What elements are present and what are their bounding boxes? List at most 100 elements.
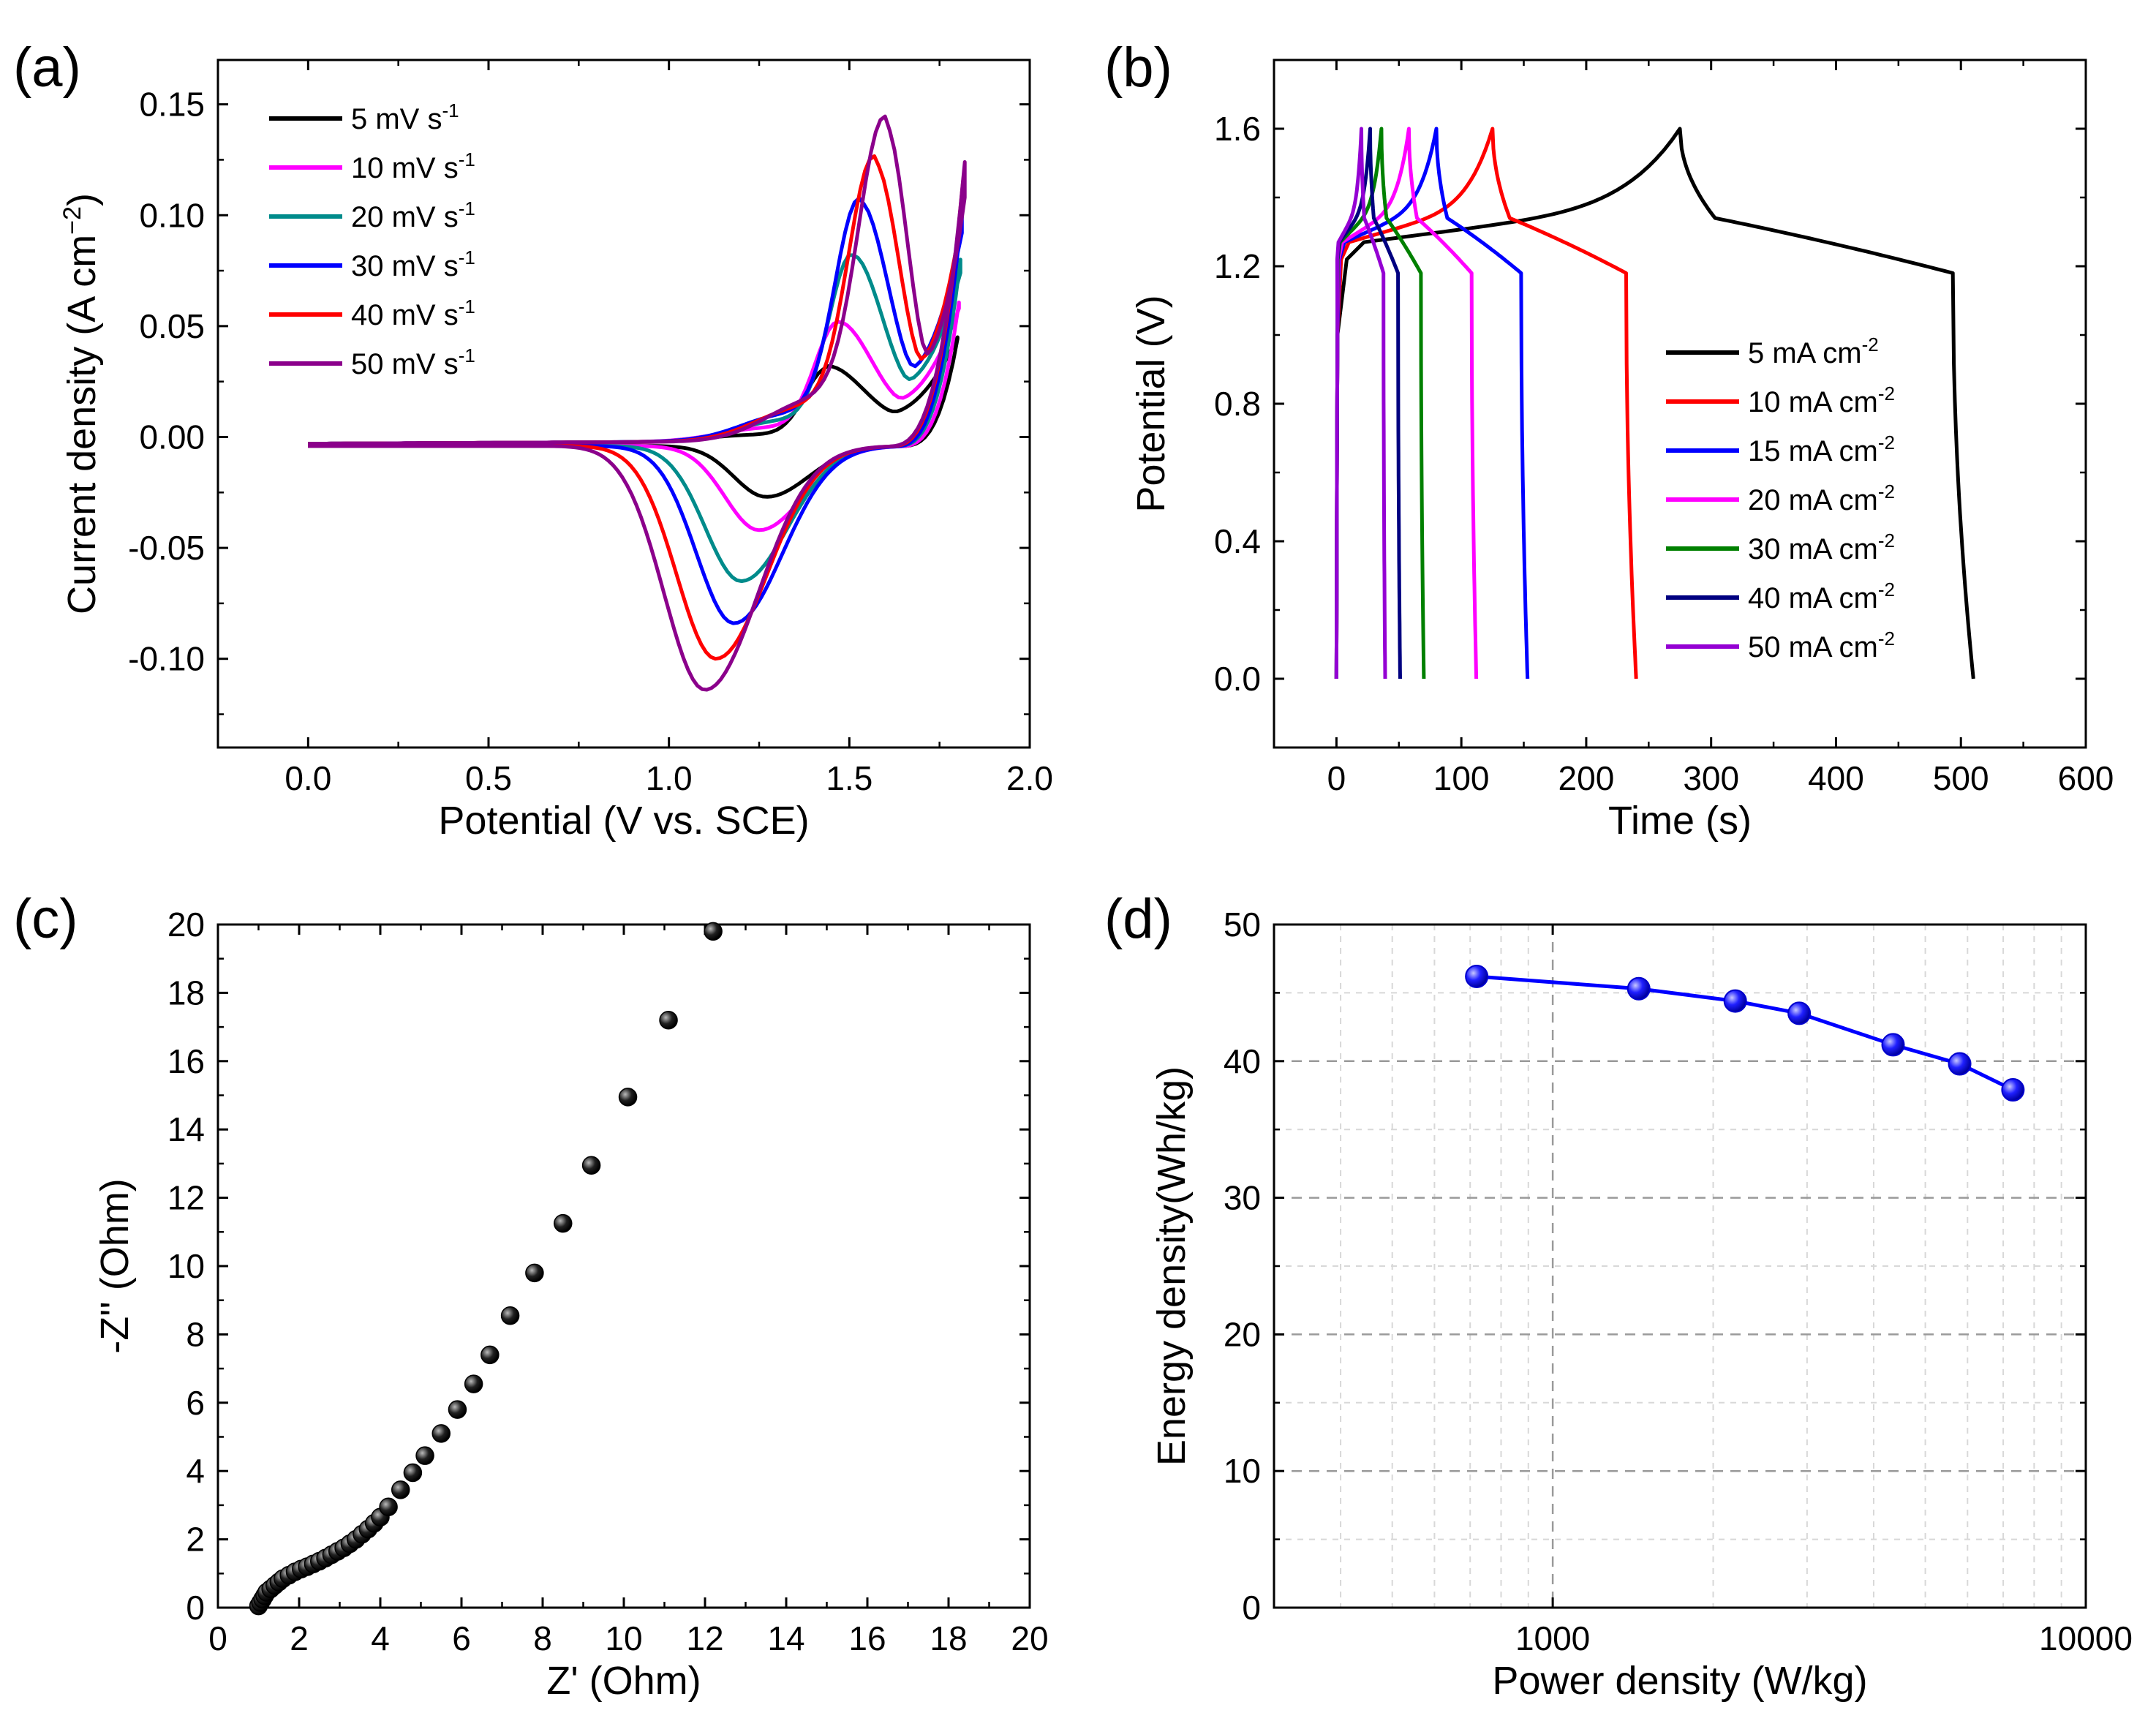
gcd-curve-40-mA-cm	[1334, 127, 1402, 679]
legend-label-a: 10 mV s-1	[351, 148, 475, 184]
ragone-point	[1627, 976, 1651, 1001]
legend-label-b: 20 mA cm-2	[1748, 481, 1895, 516]
nyquist-point	[659, 1011, 678, 1030]
x-tick-label-c: 18	[930, 1619, 967, 1657]
x-tick-label-c: 8	[533, 1619, 552, 1657]
x-tick-label-b: 100	[1433, 759, 1490, 797]
x-tick-label-d: 10000	[2039, 1619, 2133, 1657]
panel-a-cv-chart: 0.0 0.5 1.0 1.5 2.0 0.15 0.10 0.05 0.00 -0.05 -0.1…	[59, 59, 1053, 843]
x-tick-label-a: 1.5	[826, 759, 872, 797]
y-tick-label-a: 0.05	[139, 307, 205, 345]
legend-label-a: 30 mV s-1	[351, 246, 475, 282]
y-tick-label-a: 0.15	[139, 86, 205, 124]
nyquist-point	[618, 1088, 638, 1107]
x-tick-label-a: 1.0	[646, 759, 693, 797]
legend-label-a: 5 mV s-1	[351, 99, 459, 135]
y-tick-label-c: 12	[167, 1179, 205, 1217]
x-tick-label-c: 0	[208, 1619, 227, 1657]
ragone-point	[2001, 1078, 2025, 1102]
x-tick-label-c: 6	[452, 1619, 471, 1657]
nyquist-point	[525, 1263, 544, 1283]
nyquist-point	[415, 1446, 434, 1465]
y-tick-label-c: 10	[167, 1247, 205, 1285]
y-tick-label-d: 20	[1224, 1315, 1261, 1353]
plot-frame-c	[216, 923, 1031, 1609]
legend-label-b: 5 mA cm-2	[1748, 334, 1879, 369]
x-axis-label-a: Potential (V vs. SCE)	[438, 799, 809, 843]
y-tick-label-c: 6	[186, 1384, 205, 1422]
y-tick-label-d: 10	[1224, 1452, 1261, 1490]
x-axis-label-c: Z' (Ohm)	[546, 1659, 701, 1703]
y-tick-label-b: 1.6	[1214, 110, 1261, 148]
gcd-curve-50-mA-cm	[1334, 127, 1387, 679]
x-tick-label-c: 2	[290, 1619, 309, 1657]
y-tick-label-a: 0.00	[139, 418, 205, 456]
y-tick-label-d: 40	[1224, 1042, 1261, 1080]
y-tick-label-b: 0.4	[1214, 522, 1261, 560]
panel-b-gcd-chart: 0 100 200 300 400 500 600 0.0 0.4 0.8 1.2 1.6 Time (…	[1129, 59, 2114, 843]
cv-curve-50-mV-s	[308, 114, 967, 692]
x-tick-label-d: 1000	[1515, 1619, 1590, 1657]
nyquist-point	[403, 1463, 423, 1483]
y-tick-label-b: 0.8	[1214, 385, 1261, 423]
panel-label-c: (c)	[13, 888, 78, 950]
x-tick-label-b: 400	[1808, 759, 1864, 797]
nyquist-point	[431, 1424, 451, 1443]
ragone-point	[1787, 1001, 1812, 1025]
panel-label-b: (b)	[1104, 37, 1172, 99]
y-tick-label-c: 4	[186, 1452, 205, 1490]
nyquist-point	[379, 1497, 398, 1516]
y-tick-label-a: 0.10	[139, 196, 205, 234]
legend-label-b: 30 mA cm-2	[1748, 530, 1895, 565]
nyquist-point	[391, 1480, 410, 1499]
x-tick-label-b: 200	[1558, 759, 1615, 797]
nyquist-point	[448, 1400, 467, 1419]
x-tick-label-a: 0.5	[465, 759, 512, 797]
legend-label-b: 10 mA cm-2	[1748, 383, 1895, 418]
ragone-point	[1881, 1033, 1905, 1057]
x-axis-label-d: Power density (W/kg)	[1492, 1659, 1867, 1703]
y-axis-label-a: Current density (A cm−2)	[59, 193, 104, 614]
panel-label-a: (a)	[13, 37, 81, 99]
legend-label-b: 15 mA cm-2	[1748, 432, 1895, 467]
y-tick-label-a: -0.05	[128, 529, 205, 567]
y-axis-label-b: Potential (V)	[1129, 295, 1173, 512]
grid-d	[1274, 925, 2086, 1608]
y-tick-label-b: 1.2	[1214, 247, 1261, 285]
y-tick-label-c: 14	[167, 1110, 205, 1148]
x-tick-label-b: 600	[2058, 759, 2114, 797]
nyquist-point	[581, 1156, 601, 1175]
y-tick-label-c: 8	[186, 1315, 205, 1353]
y-axis-label-d: Energy density(Wh/kg)	[1150, 1066, 1194, 1466]
panel-d-ragone-chart: 1000 10000 0 10 20 30 40 50 Power density (W/kg)…	[1150, 905, 2133, 1703]
y-tick-label-d: 50	[1224, 905, 1261, 944]
panel-c-nyquist-chart: 0 2 4 6 8 10 12 14 16 18 20 0 2 4 6 8 10 12 14 16 18 20 Z' (Oh…	[93, 905, 1049, 1703]
y-tick-label-c: 0	[186, 1589, 205, 1627]
y-tick-label-d: 0	[1242, 1589, 1261, 1627]
x-tick-label-b: 0	[1327, 759, 1346, 797]
x-tick-label-c: 10	[605, 1619, 642, 1657]
legend-label-a: 20 mV s-1	[351, 197, 475, 233]
gcd-curve-10-mA-cm	[1334, 127, 1638, 679]
ragone-point	[1465, 964, 1489, 988]
legend-label-b: 40 mA cm-2	[1748, 579, 1895, 614]
y-tick-label-a: -0.10	[128, 640, 205, 678]
x-tick-label-a: 0.0	[284, 759, 331, 797]
nyquist-point	[464, 1374, 483, 1393]
y-tick-label-b: 0.0	[1214, 660, 1261, 698]
nyquist-point	[554, 1213, 573, 1233]
y-tick-label-c: 2	[186, 1521, 205, 1559]
x-tick-label-b: 500	[1933, 759, 1989, 797]
x-tick-label-c: 4	[371, 1619, 390, 1657]
x-tick-label-b: 300	[1683, 759, 1739, 797]
panel-label-d: (d)	[1104, 888, 1172, 950]
nyquist-point	[704, 922, 723, 941]
x-tick-label-c: 14	[767, 1619, 804, 1657]
nyquist-point	[500, 1306, 520, 1325]
x-axis-label-b: Time (s)	[1608, 799, 1752, 843]
x-tick-label-c: 20	[1011, 1619, 1048, 1657]
ragone-point	[1723, 989, 1747, 1013]
y-tick-label-c: 20	[167, 905, 205, 944]
legend-label-b: 50 mA cm-2	[1748, 628, 1895, 663]
